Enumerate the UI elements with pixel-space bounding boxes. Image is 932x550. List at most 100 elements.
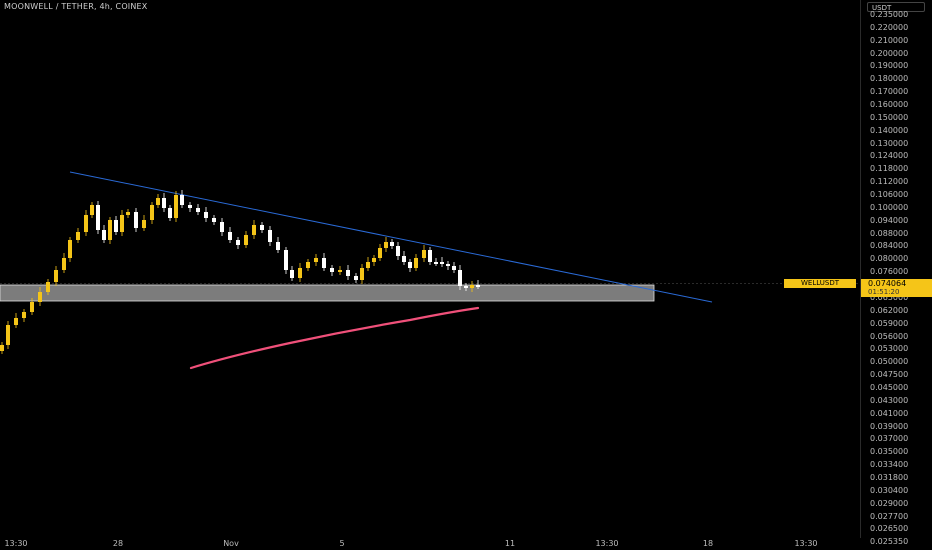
price-tick-label: 0.037000 [870, 434, 909, 444]
bearish-candle [440, 262, 444, 264]
bullish-candle [142, 220, 146, 228]
bullish-candle [372, 258, 376, 262]
chart-title: MOONWELL / TETHER, 4h, COINEX [4, 2, 148, 11]
bearish-candle [228, 232, 232, 240]
bullish-candle [156, 198, 160, 205]
bearish-candle [236, 240, 240, 245]
bullish-candle [46, 282, 50, 292]
time-tick-label: 28 [112, 539, 124, 548]
bearish-candle [452, 266, 456, 270]
price-axis[interactable]: USDT 0.235000 0.220000 0.210000 0.200000 0.1… [860, 0, 932, 546]
bearish-candle [458, 270, 462, 286]
price-tick-label: 0.140000 [870, 125, 909, 135]
bearish-candle [220, 222, 224, 232]
bullish-candle [54, 270, 58, 282]
time-axis[interactable]: 13:30 28 Nov 5 11 13:30 18 13:30 [0, 538, 860, 550]
chart-canvas[interactable]: MOONWELL / TETHER, 4h, COINEX [0, 0, 860, 538]
price-tick-label: 0.031800 [870, 472, 909, 482]
bearish-candle [330, 268, 334, 272]
time-tick-label: Nov [223, 539, 239, 548]
price-tick-label: 0.160000 [870, 100, 909, 110]
bullish-candle [126, 212, 130, 215]
candlesticks [0, 190, 480, 354]
price-tick-label: 0.039000 [870, 421, 909, 431]
chart-svg [0, 171, 860, 370]
bearish-candle [114, 220, 118, 232]
bearish-candle [322, 258, 326, 268]
price-tick-label: 0.043000 [870, 395, 909, 405]
support-zone[interactable] [0, 284, 655, 302]
bullish-candle [90, 205, 94, 215]
price-tick-label: 0.124000 [870, 151, 909, 161]
bearish-candle [402, 256, 406, 262]
bearish-candle [276, 242, 280, 250]
bearish-candle [346, 270, 350, 276]
time-tick-label: 5 [339, 539, 345, 548]
bullish-candle [84, 215, 88, 232]
price-tick-label: 0.056000 [870, 331, 909, 341]
price-tick-label: 0.210000 [870, 35, 909, 45]
bearish-candle [96, 205, 100, 230]
bullish-candle [38, 292, 42, 302]
time-tick-label: 11 [504, 539, 516, 548]
price-tick-label: 0.076000 [870, 267, 909, 277]
bullish-candle [422, 250, 426, 258]
price-tick-label: 0.235000 [870, 10, 909, 19]
time-tick-label: 18 [702, 539, 714, 548]
bullish-candle [378, 248, 382, 258]
price-tick-label: 0.084000 [870, 241, 909, 251]
bullish-candle [62, 258, 66, 270]
bullish-candle [252, 225, 256, 235]
price-tick-label: 0.200000 [870, 48, 909, 58]
price-tick-label: 0.220000 [870, 22, 909, 32]
bearish-candle [464, 286, 468, 288]
current-price-badge: 0.074064 01:51:20 [861, 279, 932, 297]
price-tick-label: 0.112000 [870, 177, 909, 187]
price-tick-label: 0.053000 [870, 344, 909, 354]
bearish-candle [180, 195, 184, 205]
axis-corner [860, 538, 932, 550]
price-tick-label: 0.030400 [870, 485, 909, 495]
bearish-candle [212, 218, 216, 222]
price-tick-label: 0.065000 [870, 292, 909, 302]
bullish-candle [306, 262, 310, 268]
price-tick-label: 0.029000 [870, 498, 909, 508]
price-tick-label: 0.027700 [870, 511, 909, 521]
bullish-candle [30, 302, 34, 312]
time-tick-label: 13:30 [595, 539, 619, 548]
bearish-candle [284, 250, 288, 270]
bullish-candle [414, 258, 418, 268]
bullish-candle [174, 195, 178, 218]
bearish-candle [204, 212, 208, 218]
bullish-candle [68, 240, 72, 258]
symbol-badge: WELLUSDT [784, 279, 856, 288]
price-tick-label: 0.094000 [870, 215, 909, 225]
bullish-candle [470, 285, 474, 288]
bearish-candle [396, 246, 400, 256]
descending-trendline[interactable] [69, 171, 713, 303]
bearish-candle [290, 270, 294, 278]
bullish-candle [314, 258, 318, 262]
bullish-candle [14, 318, 18, 325]
price-tick-label: 0.045000 [870, 382, 909, 392]
bullish-candle [150, 205, 154, 220]
bullish-candle [108, 220, 112, 240]
price-tick-label: 0.080000 [870, 254, 909, 264]
bullish-candle [22, 312, 26, 318]
price-tick-label: 0.047500 [870, 370, 909, 380]
price-tick-label: 0.180000 [870, 74, 909, 84]
bullish-candle [76, 232, 80, 240]
bearish-candle [408, 262, 412, 268]
price-tick-label: 0.190000 [870, 61, 909, 71]
bullish-candle [120, 215, 124, 232]
moving-average-line[interactable] [189, 306, 480, 370]
price-tick-label: 0.050000 [870, 357, 909, 367]
bearish-candle [354, 276, 358, 280]
price-tick-label: 0.150000 [870, 112, 909, 122]
price-tick-label: 0.035000 [870, 447, 909, 457]
price-tick-label: 0.106000 [870, 190, 909, 200]
price-tick-label: 0.088000 [870, 228, 909, 238]
price-tick-label: 0.059000 [870, 318, 909, 328]
price-tick-label: 0.170000 [870, 87, 909, 97]
unit-badge[interactable]: USDT [867, 2, 925, 12]
